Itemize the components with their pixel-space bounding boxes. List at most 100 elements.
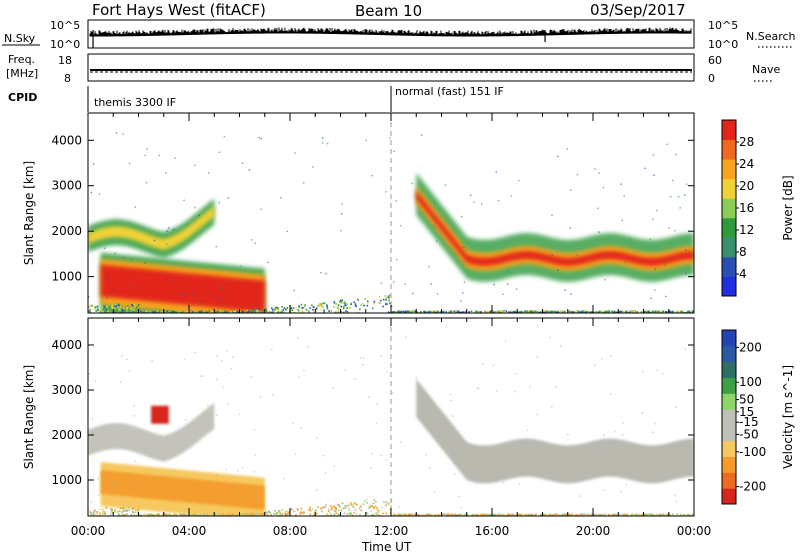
speckle (656, 209, 658, 212)
near-range-pixel (623, 513, 626, 516)
speckle (551, 214, 553, 217)
near-range-pixel (455, 514, 457, 516)
near-range-pixel (352, 505, 355, 508)
near-range-pixel (181, 513, 183, 516)
speckle (207, 404, 209, 407)
near-range-pixel (308, 509, 311, 512)
near-range-pixel (534, 311, 537, 313)
near-range-pixel (538, 514, 540, 516)
near-range-pixel (452, 310, 454, 313)
near-range-pixel (312, 514, 315, 516)
colorbar-swatch (722, 393, 736, 410)
near-range-pixel (519, 310, 521, 313)
near-range-pixel (336, 311, 339, 313)
near-range-pixel (517, 514, 519, 516)
speckle (685, 183, 688, 185)
near-range-pixel (323, 311, 326, 313)
near-range-pixel (205, 513, 208, 516)
near-range-pixel (375, 512, 377, 515)
near-range-pixel (416, 311, 418, 313)
near-range-pixel (520, 513, 522, 516)
speckle (262, 295, 265, 297)
near-range-pixel (406, 310, 408, 313)
near-range-pixel (247, 310, 250, 313)
near-range-pixel (158, 513, 161, 516)
near-range-pixel (446, 514, 448, 516)
near-range-pixel (335, 509, 337, 512)
near-range-pixel (298, 306, 300, 308)
speckle (216, 355, 218, 357)
speckle (389, 137, 391, 139)
speckle (621, 433, 624, 436)
near-range-pixel (262, 310, 265, 313)
near-range-pixel (438, 513, 441, 516)
near-range-pixel (255, 514, 257, 516)
near-range-pixel (341, 508, 343, 510)
speckle (391, 392, 394, 395)
near-range-pixel (517, 513, 520, 516)
near-range-pixel (448, 311, 451, 313)
y-axis-label: Slant Range [km] (22, 365, 36, 469)
time-axis-label: Time UT (361, 540, 412, 554)
near-range-pixel (281, 305, 283, 308)
near-range-pixel (281, 513, 283, 516)
colorbar-swatch (722, 377, 736, 394)
colorbar-tick-label: 4 (739, 267, 747, 281)
near-range-pixel (295, 307, 297, 310)
near-range-pixel (263, 308, 265, 311)
speckle (173, 228, 176, 230)
near-range-pixel (568, 513, 570, 516)
near-range-pixel (137, 507, 140, 510)
speckle (404, 283, 406, 285)
near-range-pixel (375, 501, 377, 503)
speckle (600, 358, 603, 360)
near-range-pixel (300, 508, 302, 511)
near-range-pixel (669, 310, 672, 313)
near-range-pixel (583, 513, 585, 516)
speckle (536, 356, 538, 358)
cpid-label: CPID (8, 91, 37, 104)
speckle (675, 153, 677, 156)
near-range-pixel (395, 514, 398, 516)
speckle (294, 152, 296, 154)
speckle (551, 406, 553, 408)
near-range-pixel (327, 510, 330, 512)
near-range-pixel (129, 307, 132, 310)
near-range-pixel (175, 311, 177, 313)
speckle (250, 239, 253, 241)
near-range-pixel (447, 513, 449, 516)
near-range-pixel (459, 311, 461, 313)
near-range-pixel (678, 311, 681, 313)
near-range-pixel (309, 307, 311, 309)
near-range-pixel (389, 508, 392, 511)
speckle (412, 292, 414, 295)
near-range-pixel (290, 307, 293, 310)
speckle (183, 199, 185, 202)
near-range-pixel (645, 513, 648, 516)
colorbar-swatch (722, 276, 736, 297)
near-range-pixel (337, 304, 340, 306)
colorbar-tick-label: 28 (739, 135, 754, 149)
near-range-pixel (563, 513, 566, 516)
near-range-pixel (139, 310, 142, 313)
speckle (222, 386, 225, 389)
near-range-pixel (442, 311, 445, 313)
near-range-pixel (372, 502, 375, 505)
near-range-pixel (126, 306, 129, 309)
near-range-pixel (285, 510, 288, 513)
near-range-pixel (655, 310, 657, 312)
speckle (579, 495, 581, 497)
speckle (123, 256, 125, 259)
near-range-pixel (330, 310, 333, 312)
speckle (433, 202, 436, 204)
near-range-pixel (325, 504, 327, 506)
near-range-pixel (657, 310, 660, 313)
near-range-pixel (175, 513, 178, 516)
near-range-pixel (644, 311, 646, 313)
speckle (133, 405, 135, 407)
near-range-pixel (493, 311, 495, 313)
near-range-pixel (169, 311, 172, 313)
speckle (598, 172, 600, 174)
near-range-pixel (589, 311, 591, 313)
